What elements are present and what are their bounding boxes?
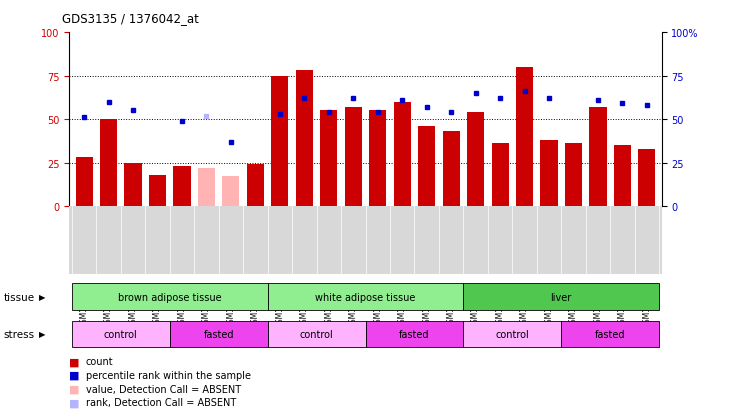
Bar: [170, 321, 268, 347]
Text: percentile rank within the sample: percentile rank within the sample: [86, 370, 251, 380]
Bar: [463, 321, 561, 347]
Text: fasted: fasted: [595, 329, 626, 339]
Bar: [463, 284, 659, 310]
Bar: [198, 169, 215, 206]
Bar: [418, 127, 435, 206]
Text: GDS3135 / 1376042_at: GDS3135 / 1376042_at: [62, 12, 199, 25]
Text: ■: ■: [69, 356, 80, 366]
Bar: [296, 71, 313, 206]
Bar: [393, 102, 411, 206]
Bar: [345, 108, 362, 206]
Bar: [72, 284, 268, 310]
Bar: [467, 113, 484, 206]
Bar: [540, 140, 558, 206]
Text: control: control: [496, 329, 529, 339]
Text: rank, Detection Call = ABSENT: rank, Detection Call = ABSENT: [86, 397, 236, 407]
Text: value, Detection Call = ABSENT: value, Detection Call = ABSENT: [86, 384, 240, 394]
Text: tissue: tissue: [4, 292, 35, 302]
Bar: [271, 76, 289, 206]
Text: count: count: [86, 356, 113, 366]
Bar: [516, 68, 533, 206]
Bar: [565, 144, 582, 206]
Bar: [369, 111, 386, 206]
Text: ▶: ▶: [39, 292, 45, 301]
Bar: [268, 321, 366, 347]
Text: control: control: [300, 329, 333, 339]
Bar: [320, 111, 338, 206]
Bar: [72, 321, 170, 347]
Bar: [366, 321, 463, 347]
Text: white adipose tissue: white adipose tissue: [315, 292, 416, 302]
Bar: [149, 175, 166, 206]
Bar: [268, 284, 463, 310]
Bar: [100, 120, 117, 206]
Bar: [614, 146, 631, 206]
Bar: [589, 108, 607, 206]
Text: liver: liver: [550, 292, 572, 302]
Text: ■: ■: [69, 370, 80, 380]
Bar: [124, 163, 142, 206]
Text: brown adipose tissue: brown adipose tissue: [118, 292, 221, 302]
Bar: [638, 149, 656, 206]
Text: ■: ■: [69, 384, 80, 394]
Bar: [561, 321, 659, 347]
Bar: [247, 165, 264, 206]
Bar: [491, 144, 509, 206]
Text: ■: ■: [69, 397, 80, 407]
Text: control: control: [104, 329, 137, 339]
Text: fasted: fasted: [203, 329, 234, 339]
Text: stress: stress: [4, 329, 35, 339]
Bar: [442, 132, 460, 206]
Bar: [75, 158, 93, 206]
Bar: [173, 166, 191, 206]
Text: fasted: fasted: [399, 329, 430, 339]
Bar: [222, 177, 240, 206]
Text: ▶: ▶: [39, 330, 45, 339]
